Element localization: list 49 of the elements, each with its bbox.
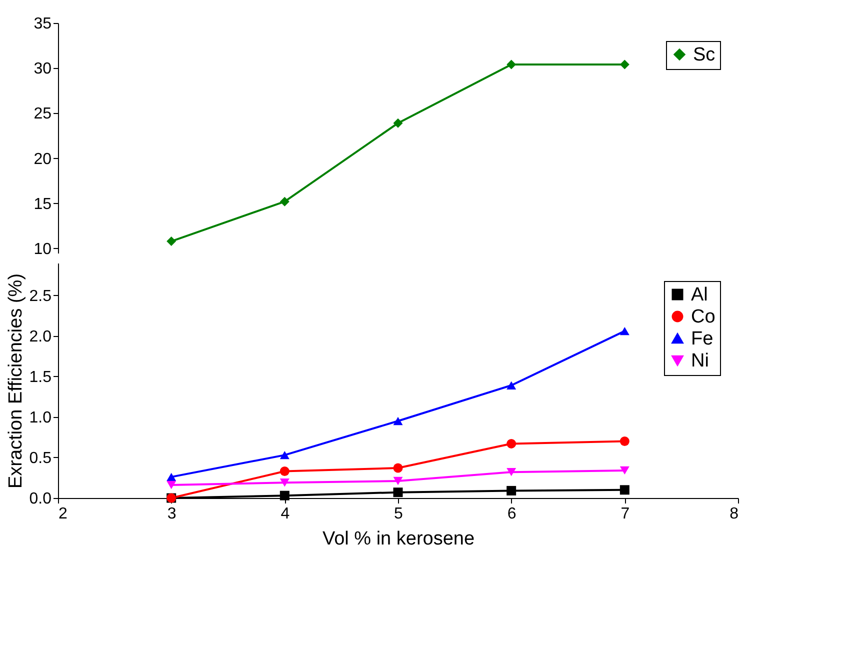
point [620, 326, 630, 336]
legend-label: Ni [691, 350, 709, 372]
point [166, 480, 176, 490]
point [620, 60, 630, 70]
y-tick-label: 2.5 [29, 288, 52, 305]
point [506, 60, 516, 70]
legend-label: Sc [693, 44, 716, 66]
y-tick-label: 20 [34, 150, 52, 168]
legend-label: Fe [691, 328, 714, 350]
point [393, 416, 403, 426]
point [506, 486, 516, 496]
x-tick-label: 5 [394, 506, 404, 522]
y-axis-title: Exraction Efficiencies (%) [5, 273, 26, 489]
point [166, 236, 176, 246]
point [506, 438, 516, 448]
y-tick-label: 35 [34, 16, 52, 32]
point [280, 478, 290, 487]
y-tick-label: 2.0 [29, 328, 52, 346]
x-axis-title: Vol % in kerosene [322, 528, 475, 550]
point [280, 466, 290, 476]
point [393, 488, 403, 498]
y-tick-label: 1.5 [29, 368, 52, 386]
legend-label: Al [691, 284, 708, 306]
y-tick-label: 10 [34, 240, 52, 258]
y-tick-label: 0.5 [29, 450, 52, 467]
point [506, 468, 516, 476]
x-tick-label: 8 [730, 506, 739, 522]
y-tick-label: 25 [34, 106, 52, 123]
point [393, 476, 403, 486]
y-tick-label: 15 [34, 196, 52, 213]
x-tick-label: 7 [620, 506, 630, 522]
x-tick-label: 3 [167, 506, 176, 522]
point [280, 490, 290, 500]
point [280, 196, 290, 206]
x-tick-label: 6 [507, 506, 516, 522]
point [393, 118, 403, 128]
y-tick-label: 0.0 [29, 490, 52, 508]
point [393, 463, 403, 473]
x-tick-label: 2 [58, 506, 68, 522]
x-tick-label: 4 [280, 506, 290, 522]
y-tick-label: 30 [34, 60, 52, 78]
y-tick-label: 1.0 [29, 409, 52, 426]
point [620, 485, 630, 495]
point [620, 436, 630, 446]
point [280, 450, 290, 460]
legend-label: Co [691, 306, 716, 328]
point [506, 381, 516, 390]
point [620, 466, 630, 475]
point [166, 472, 176, 482]
